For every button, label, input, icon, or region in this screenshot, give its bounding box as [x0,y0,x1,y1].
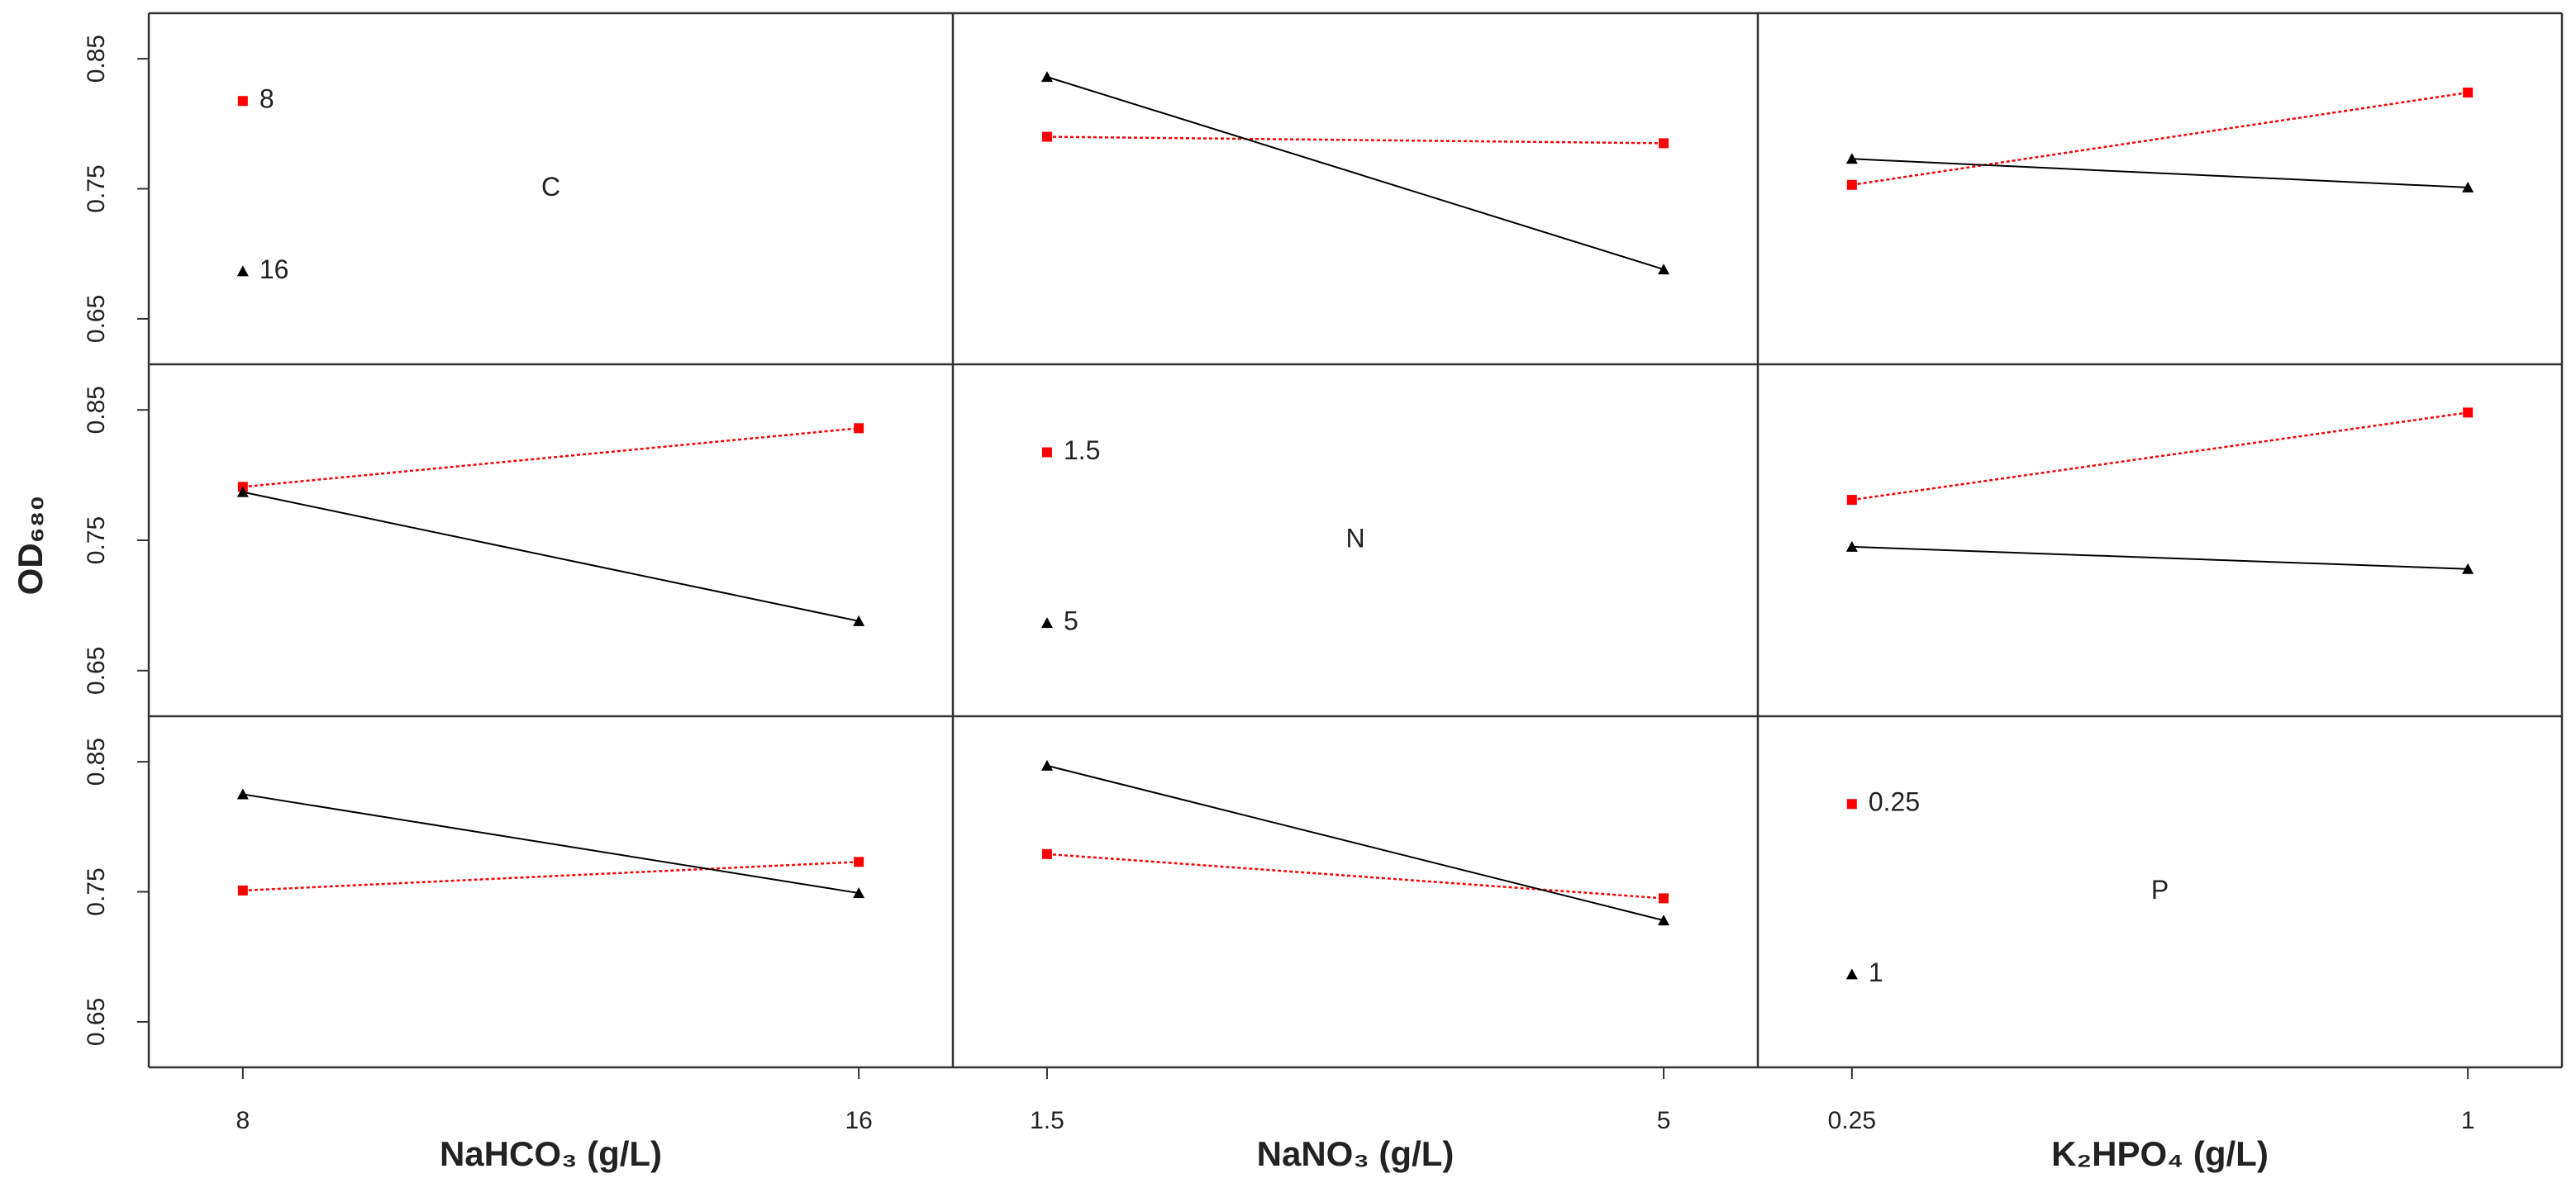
interaction-line [1851,545,2469,570]
y-tick-label: 0.75 [83,867,110,915]
x-tick-label: 16 [845,1107,872,1134]
legend-marker [1040,617,1053,629]
data-point [1040,759,1053,771]
y-tick-label: 0.85 [83,35,110,83]
data-point [1041,131,1052,142]
data-point [1041,848,1052,859]
data-point [1658,264,1670,275]
x-tick-label: 0.25 [1828,1107,1876,1134]
interaction-line [1046,853,1664,900]
data-point [2462,181,2474,192]
y-tick-label: 0.75 [83,164,110,212]
x-axis-label: K₂HPO₄ (g/L) [2051,1134,2269,1173]
x-tick-label: 1 [2461,1107,2475,1134]
data-point [1659,138,1669,149]
data-point [1040,71,1053,83]
y-tick-label: 0.85 [83,386,110,434]
factor-label: C [541,172,560,202]
data-point [1845,540,1858,552]
interaction-line [242,491,859,622]
data-point [237,885,248,896]
legend-label: 5 [1064,606,1078,636]
interaction-line [242,793,859,895]
y-axis-label: OD₆₈₀ [11,496,50,596]
x-tick-label: 8 [236,1107,250,1134]
interaction-line [1851,91,2469,187]
factor-label: N [1345,523,1364,553]
data-point [1846,495,1857,506]
y-tick-label: 0.85 [83,738,110,786]
interaction-line [1046,764,1664,922]
factor-label: P [2151,875,2169,905]
data-point [2462,563,2474,574]
data-point [1846,179,1857,190]
legend-marker [1041,447,1052,458]
y-tick-label: 0.65 [83,295,110,343]
y-tick-label: 0.65 [83,647,110,695]
legend-marker [1846,799,1857,810]
legend-label: 1.5 [1064,435,1100,465]
interaction-line [1851,411,2469,501]
data-point [236,788,249,800]
legend-marker [236,265,249,277]
y-tick-label: 0.75 [83,516,110,564]
legend-label: 0.25 [1869,787,1920,817]
x-tick-label: 5 [1657,1107,1671,1134]
y-tick-label: 0.65 [83,998,110,1046]
legend-marker [237,96,248,107]
legend-label: 8 [260,84,274,114]
data-point [854,857,864,867]
interaction-line [242,427,859,488]
data-point [853,615,865,626]
data-point [1659,893,1669,904]
x-axis-label: NaNO₃ (g/L) [1257,1134,1455,1173]
legend-label: 16 [260,254,289,284]
legend-marker [1845,968,1858,980]
interaction-line [1046,76,1664,271]
data-point [236,486,249,497]
interaction-line [1046,135,1664,145]
data-point [1658,915,1670,926]
data-point [854,423,864,434]
legend-label: 1 [1869,957,1883,987]
interaction-line [1851,158,2469,188]
x-tick-label: 1.5 [1030,1107,1064,1134]
data-point [1845,153,1858,164]
x-axis-label: NaHCO₃ (g/L) [440,1134,662,1173]
interaction-line [242,861,859,892]
data-point [2463,407,2474,418]
data-point [853,887,865,899]
data-point [2463,88,2474,98]
